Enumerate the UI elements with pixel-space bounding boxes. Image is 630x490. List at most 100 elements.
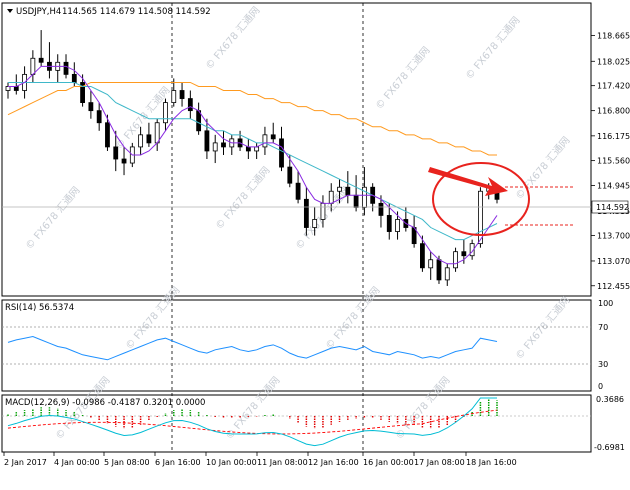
candle-body: [245, 146, 251, 152]
annotation: [428, 162, 575, 236]
candle-body: [469, 243, 475, 257]
time-tick-label: 4 Jan 00:00: [54, 458, 100, 467]
candle-body: [420, 243, 425, 269]
rsi-axis-top: 100: [598, 299, 613, 308]
candle-body: [88, 102, 94, 112]
time-tick-label: 16 Jan 00:00: [363, 458, 414, 467]
time-axis: 2 Jan 2017 4 Jan 00:00 5 Jan 08:00 6 Jan 16…: [3, 452, 517, 467]
time-tick-label: 10 Jan 00:00: [206, 458, 257, 467]
candle-body: [221, 142, 226, 148]
candle-body: [279, 138, 284, 168]
candle-body: [80, 82, 85, 103]
rsi-axis-0: 0: [598, 382, 603, 391]
candle-body: [204, 130, 210, 152]
candle-body: [386, 215, 392, 232]
symbol-header[interactable]: USDJPY,H4 114.565 114.679 114.508 114.59…: [7, 7, 211, 17]
candle-body: [121, 158, 127, 164]
macd-series: [7, 397, 498, 447]
annotation-arrow: [428, 167, 508, 196]
price-tick-label: 117.420: [597, 82, 630, 91]
candle-body: [171, 90, 177, 103]
candle-body: [345, 186, 351, 196]
candle-body: [295, 182, 301, 200]
rsi-axis-30: 30: [598, 360, 608, 369]
current-price-tag: 114.592: [591, 200, 629, 214]
candle-body: [320, 202, 326, 220]
macd-main-line: [7, 397, 497, 447]
time-tick-label: 11 Jan 08:00: [257, 458, 308, 467]
candle-body: [63, 61, 69, 75]
candle-body: [146, 134, 152, 144]
candle-body: [444, 267, 450, 281]
candle-body: [287, 166, 293, 184]
price-tick-label: 118.665: [597, 32, 630, 41]
candle-body: [453, 251, 458, 269]
rsi-line: [7, 336, 498, 361]
price-tick-label: 114.945: [597, 181, 630, 190]
candle-body: [105, 122, 110, 148]
candle-body: [312, 219, 318, 228]
macd-axis-bottom: -0.6981: [594, 443, 625, 452]
candle-body: [262, 134, 268, 148]
candle-body: [254, 146, 260, 152]
candle-body: [5, 86, 11, 91]
candle-body: [212, 142, 218, 152]
price-tick-label: 115.560: [597, 157, 630, 166]
candle-body: [337, 186, 342, 192]
price-tick-label: 113.700: [597, 232, 630, 241]
candle-body: [96, 110, 102, 124]
candle-body: [154, 122, 160, 144]
candle-body: [71, 73, 77, 83]
candle-body: [38, 57, 44, 63]
candle-body: [138, 134, 144, 148]
candle-body: [478, 190, 483, 245]
time-tick-label: 6 Jan 16:00: [155, 458, 201, 467]
candle-body: [163, 102, 168, 124]
ma-mid-line: [8, 81, 498, 241]
price-axis: 118.665 118.025 117.420 116.800 116.175 115.5…: [591, 32, 630, 291]
macd-pane[interactable]: [1, 394, 592, 453]
triangle-down-icon[interactable]: [7, 9, 13, 13]
ohlc-values: 114.565 114.679 114.508 114.592: [62, 7, 211, 17]
price-tick-label: 118.025: [597, 57, 630, 66]
candle-body: [428, 259, 434, 269]
price-tick-label: 116.175: [597, 132, 630, 141]
candle-body: [179, 90, 185, 99]
candle-body: [395, 219, 400, 232]
candle-body: [270, 134, 276, 140]
time-tick-label: 17 Jan 08:00: [414, 458, 465, 467]
rsi-pane[interactable]: [1, 299, 592, 392]
rsi-label: RSI(14) 56.5374: [5, 303, 74, 313]
symbol-label: USDJPY,H4: [16, 7, 61, 17]
price-tick-label: 113.070: [597, 257, 630, 266]
time-tick-label: 5 Jan 08:00: [104, 458, 150, 467]
macd-axis-top: 0.3686: [596, 395, 624, 404]
candle-body: [30, 57, 36, 75]
candle-body: [461, 251, 467, 257]
candle-body: [13, 86, 19, 91]
price-tick-label: 116.800: [597, 107, 630, 116]
ma-fast-line: [8, 65, 498, 265]
time-tick-label: 18 Jan 16:00: [466, 458, 517, 467]
candle-body: [378, 202, 384, 216]
annotation-ellipse: [432, 162, 530, 236]
ma-slow-line: [7, 81, 497, 156]
candle-body: [436, 259, 442, 281]
time-tick-label: 12 Jan 16:00: [308, 458, 359, 467]
candle-body: [328, 190, 334, 204]
svg-text:114.592: 114.592: [596, 203, 629, 212]
time-tick-label: 2 Jan 2017: [4, 458, 47, 467]
rsi-polyline: [7, 336, 498, 361]
candle-body: [187, 98, 193, 112]
macd-signal-line: [7, 409, 498, 435]
candle-body: [353, 194, 359, 208]
rsi-axis-70: 70: [598, 323, 608, 332]
macd-label: MACD(12,26,9) -0.0986 -0.4187 0.3201 0.0…: [5, 398, 205, 408]
price-pane[interactable]: [1, 2, 592, 297]
moving-averages: [7, 65, 498, 265]
price-tick-label: 112.455: [597, 282, 630, 291]
candle-body: [196, 110, 202, 132]
candle-body: [113, 146, 119, 160]
candle-body: [303, 198, 309, 228]
